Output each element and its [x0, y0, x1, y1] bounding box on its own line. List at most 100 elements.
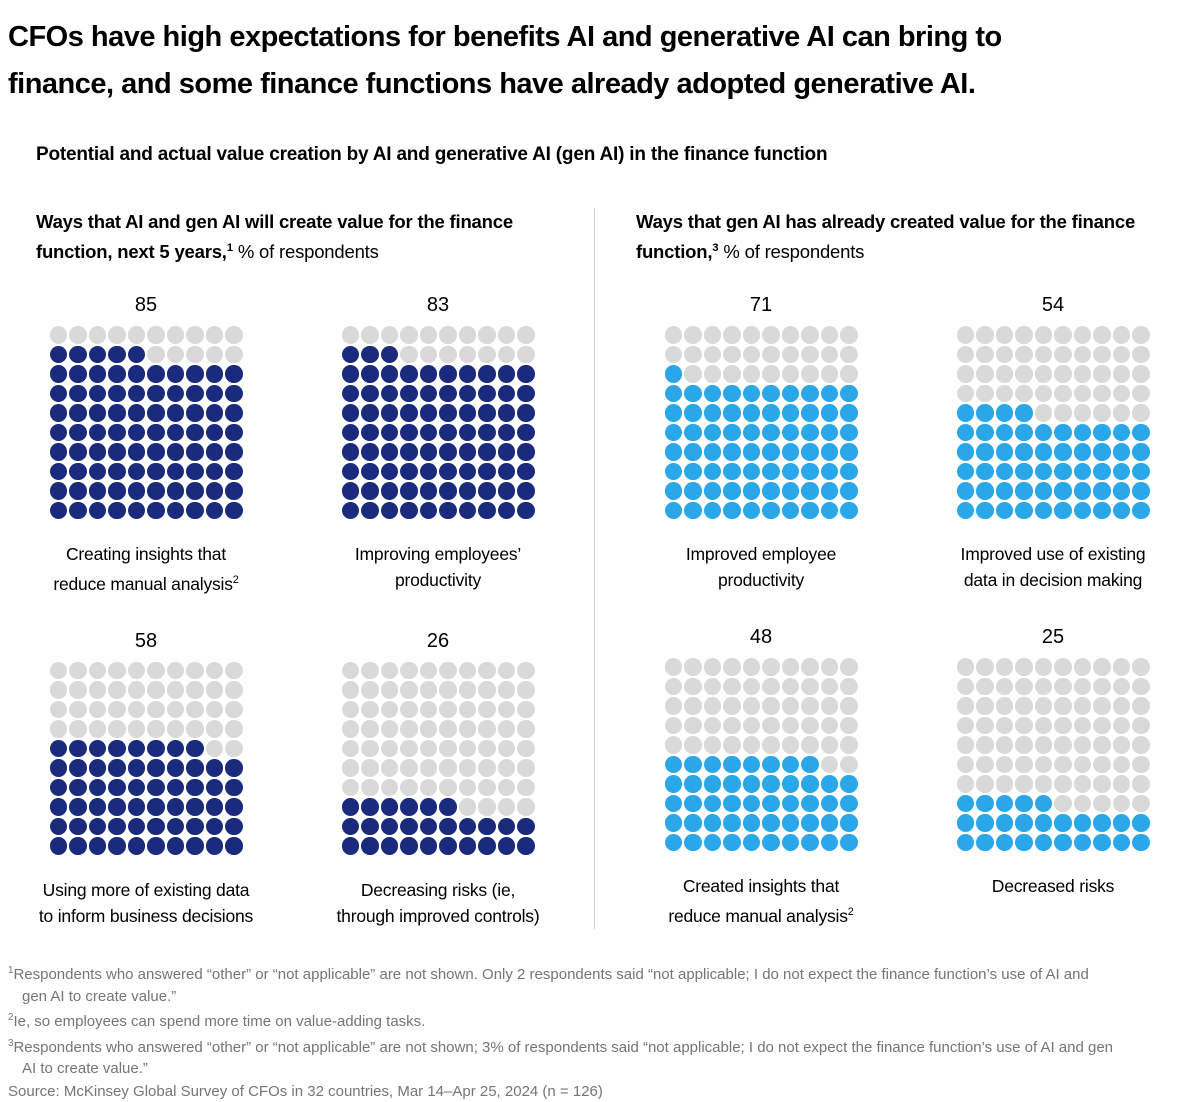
empty-dot	[1015, 697, 1033, 715]
filled-dot	[381, 463, 399, 481]
filled-dot	[147, 463, 165, 481]
empty-dot	[1113, 678, 1131, 696]
empty-dot	[1074, 736, 1092, 754]
filled-dot	[782, 463, 800, 481]
empty-dot	[498, 798, 516, 816]
filled-dot	[782, 502, 800, 520]
empty-dot	[186, 701, 204, 719]
filled-dot	[459, 482, 477, 500]
filled-dot	[420, 837, 438, 855]
filled-dot	[684, 404, 702, 422]
filled-dot	[1015, 443, 1033, 461]
empty-dot	[1015, 756, 1033, 774]
filled-dot	[186, 759, 204, 777]
filled-dot	[665, 404, 683, 422]
empty-dot	[1035, 385, 1053, 403]
empty-dot	[840, 736, 858, 754]
empty-dot	[517, 798, 535, 816]
empty-dot	[723, 736, 741, 754]
filled-dot	[439, 443, 457, 461]
empty-dot	[976, 385, 994, 403]
filled-dot	[684, 385, 702, 403]
empty-dot	[517, 681, 535, 699]
empty-dot	[167, 326, 185, 344]
empty-dot	[704, 697, 722, 715]
filled-dot	[996, 834, 1014, 852]
empty-dot	[439, 740, 457, 758]
empty-dot	[976, 736, 994, 754]
empty-dot	[498, 720, 516, 738]
filled-dot	[186, 463, 204, 481]
filled-dot	[517, 385, 535, 403]
empty-dot	[498, 662, 516, 680]
filled-dot	[186, 502, 204, 520]
filled-dot	[89, 759, 107, 777]
filled-dot	[50, 424, 68, 442]
filled-dot	[801, 463, 819, 481]
filled-dot	[50, 502, 68, 520]
empty-dot	[498, 326, 516, 344]
empty-dot	[1113, 756, 1131, 774]
empty-dot	[976, 658, 994, 676]
empty-dot	[665, 346, 683, 364]
filled-dot	[186, 385, 204, 403]
empty-dot	[704, 736, 722, 754]
filled-dot	[1093, 502, 1111, 520]
filled-dot	[128, 779, 146, 797]
filled-dot	[478, 404, 496, 422]
empty-dot	[381, 326, 399, 344]
filled-dot	[69, 798, 87, 816]
filled-dot	[957, 795, 975, 813]
empty-dot	[821, 346, 839, 364]
filled-dot	[1113, 814, 1131, 832]
empty-dot	[957, 678, 975, 696]
filled-dot	[1015, 424, 1033, 442]
filled-dot	[840, 795, 858, 813]
filled-dot	[206, 502, 224, 520]
filled-dot	[89, 365, 107, 383]
filled-dot	[704, 385, 722, 403]
filled-dot	[1093, 463, 1111, 481]
filled-dot	[840, 502, 858, 520]
filled-dot	[128, 482, 146, 500]
filled-dot	[517, 463, 535, 481]
empty-dot	[1113, 346, 1131, 364]
filled-dot	[1035, 463, 1053, 481]
empty-dot	[996, 326, 1014, 344]
empty-dot	[1035, 678, 1053, 696]
filled-dot	[128, 424, 146, 442]
filled-dot	[361, 365, 379, 383]
empty-dot	[400, 720, 418, 738]
empty-dot	[206, 720, 224, 738]
empty-dot	[840, 365, 858, 383]
footnote-2: 2Ie, so employees can spend more time on…	[8, 1007, 1118, 1033]
filled-dot	[821, 443, 839, 461]
filled-dot	[439, 424, 457, 442]
filled-dot	[704, 482, 722, 500]
filled-dot	[89, 818, 107, 836]
filled-dot	[69, 759, 87, 777]
empty-dot	[1035, 697, 1053, 715]
empty-dot	[459, 701, 477, 719]
filled-dot	[1015, 482, 1033, 500]
empty-dot	[1054, 717, 1072, 735]
title-line-2: finance, and some finance functions have…	[8, 61, 1180, 108]
empty-dot	[1074, 678, 1092, 696]
filled-dot	[69, 404, 87, 422]
filled-dot	[1093, 834, 1111, 852]
empty-dot	[1093, 365, 1111, 383]
empty-dot	[684, 697, 702, 715]
filled-dot	[957, 834, 975, 852]
filled-dot	[342, 443, 360, 461]
empty-dot	[821, 365, 839, 383]
empty-dot	[1015, 326, 1033, 344]
filled-dot	[665, 502, 683, 520]
empty-dot	[225, 346, 243, 364]
filled-dot	[684, 482, 702, 500]
empty-dot	[69, 326, 87, 344]
empty-dot	[782, 736, 800, 754]
